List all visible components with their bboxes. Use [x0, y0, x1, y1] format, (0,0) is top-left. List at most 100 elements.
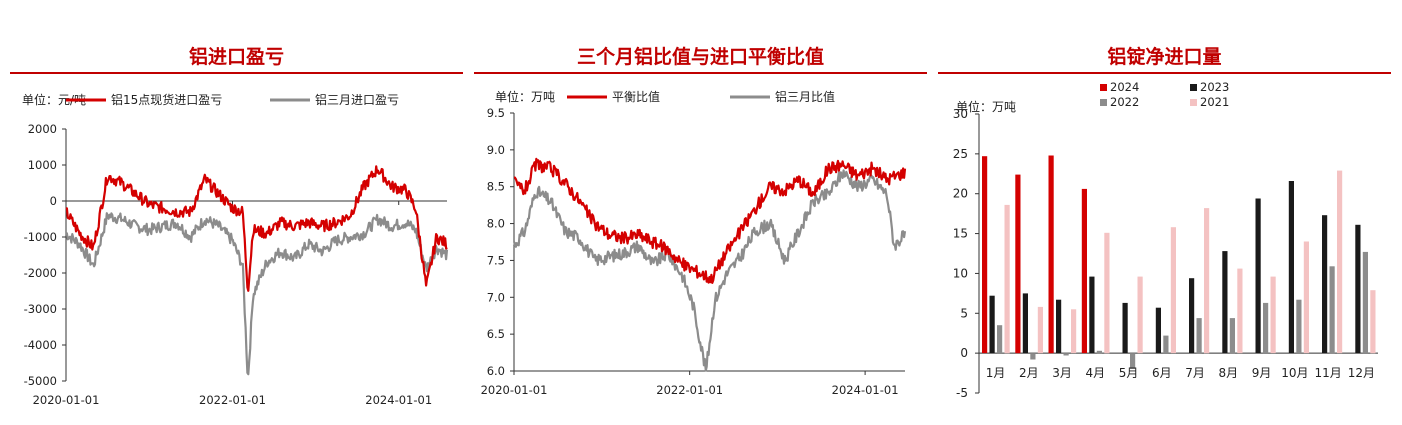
- title-divider: [10, 72, 463, 74]
- legend-label: 2021: [1200, 95, 1229, 109]
- series-line-primary: [65, 165, 448, 292]
- bar-2021: [1270, 276, 1276, 354]
- y-tick-label: -2000: [24, 266, 57, 280]
- bar-2021: [1137, 276, 1143, 354]
- y-tick-label: -5000: [24, 374, 57, 388]
- bar-2022: [1229, 318, 1235, 354]
- bar-2021: [1004, 204, 1010, 354]
- bar-2022: [1096, 350, 1102, 354]
- bar-2021: [1337, 170, 1343, 354]
- x-tick-label: 5月: [1119, 366, 1139, 380]
- y-tick-label: -1000: [24, 230, 57, 244]
- x-tick-label: 3月: [1052, 366, 1072, 380]
- bar-2021: [1303, 241, 1309, 354]
- y-tick-label: 9.5: [487, 106, 505, 120]
- bar-2024: [1015, 174, 1021, 354]
- x-tick-label: 4月: [1086, 366, 1106, 380]
- legend-label: 2024: [1110, 80, 1139, 94]
- bar-2022: [1130, 353, 1136, 369]
- bar-2022: [1329, 266, 1335, 354]
- legend-swatch: [1100, 84, 1107, 91]
- y-tick-label: 25: [953, 147, 968, 161]
- legend-label: 2022: [1110, 95, 1139, 109]
- y-tick-label: 5: [960, 306, 968, 320]
- bar-2023: [1155, 307, 1161, 354]
- bar-2024: [1048, 155, 1054, 354]
- bar-2022: [1163, 335, 1169, 354]
- bar-2021: [1037, 306, 1043, 354]
- y-tick-label: -5: [956, 386, 968, 400]
- chart-title: 铝进口盈亏: [188, 46, 284, 68]
- legend-label: 铝三月比值: [775, 89, 835, 104]
- bar-2021: [1071, 309, 1077, 354]
- x-tick-label: 7月: [1185, 366, 1205, 380]
- title-divider: [474, 72, 927, 74]
- unit-label: 单位：万吨: [956, 99, 1016, 114]
- y-tick-label: 20: [953, 187, 968, 201]
- bar-2022: [1296, 299, 1302, 354]
- x-tick-label: 1月: [986, 366, 1006, 380]
- bar-2021: [1204, 208, 1210, 354]
- x-tick-label: 8月: [1219, 366, 1239, 380]
- y-tick-label: 10: [953, 266, 968, 280]
- bar-2023: [1355, 224, 1361, 354]
- legend-swatch: [1190, 99, 1197, 106]
- panel-ratio: 三个月铝比值与进口平衡比值: [474, 0, 927, 425]
- y-tick-label: 30: [953, 107, 968, 121]
- y-tick-label: 2000: [28, 122, 57, 136]
- bar-2023: [1255, 198, 1261, 354]
- bar-2022: [1263, 302, 1269, 354]
- x-tick-label: 2020-01-01: [33, 393, 100, 407]
- bar-2022: [997, 325, 1003, 354]
- bar-2023: [1288, 181, 1294, 354]
- legend-label: 铝三月进口盈亏: [315, 92, 399, 107]
- unit-label: 单位：元/吨: [22, 92, 86, 107]
- bar-2022: [1362, 251, 1368, 354]
- bar-2022: [1030, 353, 1036, 360]
- panel-net-import: 铝锭净进口量: [938, 0, 1391, 425]
- y-tick-label: 1000: [28, 158, 57, 172]
- y-tick-label: 15: [953, 227, 968, 241]
- chart-title: 铝锭净进口量: [1107, 46, 1222, 68]
- y-tick-label: 0: [50, 194, 57, 208]
- x-tick-label: 2022-01-01: [656, 383, 723, 397]
- title-divider: [938, 72, 1391, 74]
- x-tick-label: 12月: [1348, 366, 1375, 380]
- bar-2024: [982, 156, 988, 354]
- panel-import-profit: 铝进口盈亏: [10, 0, 463, 425]
- x-tick-label: 9月: [1252, 366, 1272, 380]
- series-line-primary: [513, 157, 907, 284]
- legend-label: 平衡比值: [612, 89, 660, 104]
- y-tick-label: 7.0: [487, 290, 505, 304]
- x-tick-label: 2020-01-01: [481, 383, 548, 397]
- x-tick-label: 2022-01-01: [199, 393, 266, 407]
- x-tick-label: 2024-01-01: [365, 393, 432, 407]
- x-tick-label: 2024-01-01: [832, 383, 899, 397]
- legend-swatch: [1100, 99, 1107, 106]
- legend-swatch: [1190, 84, 1197, 91]
- x-tick-label: 10月: [1281, 366, 1308, 380]
- series-line-secondary: [65, 212, 449, 376]
- bar-2022: [1196, 318, 1202, 354]
- bar-2024: [1081, 188, 1087, 354]
- bar-2022: [1063, 353, 1069, 356]
- bar-2023: [989, 295, 995, 354]
- legend-label: 2023: [1200, 80, 1229, 94]
- y-tick-label: 7.5: [487, 253, 505, 267]
- chart-title: 三个月铝比值与进口平衡比值: [576, 46, 824, 68]
- bar-2023: [1189, 278, 1195, 354]
- y-tick-label: 6.5: [487, 327, 505, 341]
- y-tick-label: 8.5: [487, 180, 505, 194]
- bar-2023: [1056, 299, 1062, 354]
- x-tick-label: 2月: [1019, 366, 1039, 380]
- bar-2021: [1104, 232, 1110, 354]
- x-tick-label: 6月: [1152, 366, 1172, 380]
- y-tick-label: 9.0: [487, 143, 505, 157]
- y-tick-label: 0: [960, 346, 968, 360]
- bar-2023: [1089, 276, 1095, 354]
- bar-2021: [1237, 268, 1243, 354]
- bar-2023: [1222, 251, 1228, 354]
- unit-label: 单位：万吨: [495, 89, 555, 104]
